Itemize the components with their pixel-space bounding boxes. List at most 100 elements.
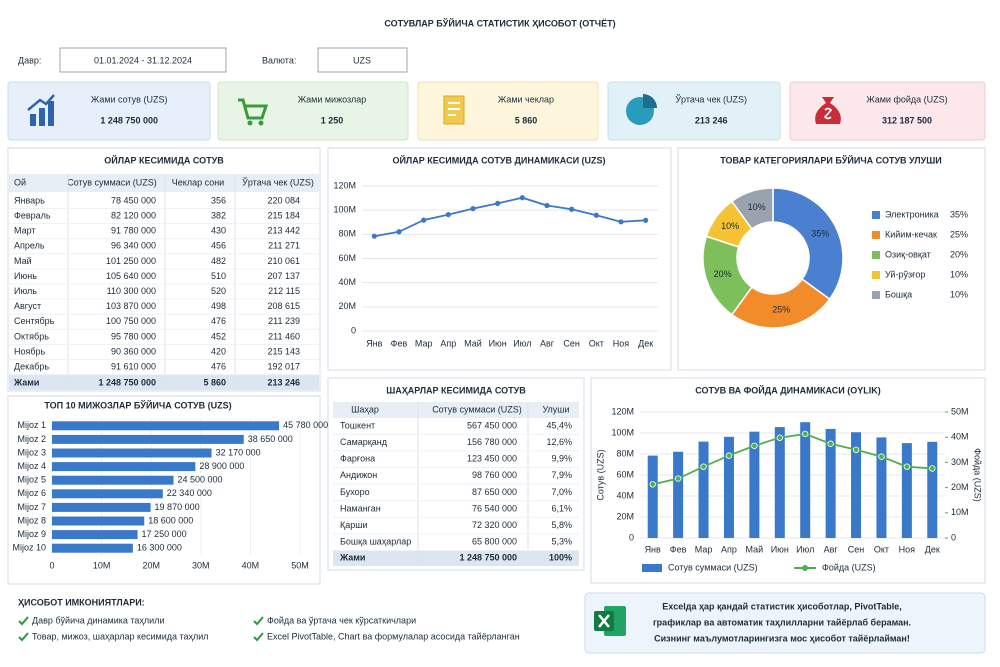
point	[593, 212, 599, 218]
table-cell: 420	[211, 346, 226, 356]
y2-tick-label: 30M	[951, 457, 969, 467]
x-tick-label: 10M	[93, 560, 111, 570]
x-tick-label: 20M	[142, 560, 160, 570]
y-tick-label: 0	[351, 325, 356, 335]
table-cell: Январь	[14, 195, 45, 205]
point	[396, 229, 402, 235]
table-header: Ой	[14, 177, 26, 187]
point	[495, 200, 501, 206]
line	[374, 196, 646, 238]
table-cell: Наманган	[340, 503, 381, 513]
y-tick-label: Mijoz 7	[17, 502, 46, 512]
bar	[52, 462, 196, 472]
x-tick-label: Мар	[695, 544, 713, 554]
y2-tick-label: 20M	[951, 482, 969, 492]
table-cell: 98 760 000	[472, 470, 517, 480]
kpi-label: Жами мижозлар	[298, 94, 367, 104]
x-tick-label: Мар	[415, 338, 433, 348]
currency-box[interactable]	[317, 47, 408, 73]
x-tick-label: Янв	[645, 544, 661, 554]
table-cell: Май	[14, 256, 32, 266]
table-cell: 90 360 000	[111, 346, 156, 356]
point	[827, 440, 834, 447]
kpi-value: 312 187 500	[882, 115, 932, 125]
period-box[interactable]	[59, 47, 227, 73]
chart-title: СОТУВ ВА ФОЙДА ДИНАМИКАСИ (OYLIK)	[695, 384, 881, 395]
kpi-label: Жами фойда (UZS)	[866, 94, 947, 104]
kpi-label: Ўртача чек (UZS)	[675, 93, 747, 104]
table-cell: 510	[211, 271, 226, 281]
table-cell: 211 239	[268, 316, 300, 326]
check-icons	[18, 616, 264, 642]
legend-swatch	[872, 271, 880, 279]
table-header: Сотув суммаси (UZS)	[432, 404, 522, 414]
table-cell: 95 780 000	[111, 331, 156, 341]
table-cell: 215 143	[267, 346, 300, 356]
x-tick-label: Апр	[440, 338, 456, 348]
table-cell: 103 870 000	[106, 301, 156, 311]
point	[878, 453, 885, 460]
point	[445, 211, 451, 218]
point	[751, 442, 758, 449]
table-cell: 12,6%	[546, 437, 572, 447]
table-cell: 356	[211, 195, 226, 205]
table-cell: 215 184	[267, 210, 300, 220]
legend-swatch	[872, 251, 880, 259]
line	[652, 432, 933, 486]
point	[776, 434, 783, 441]
table-cell: Тошкент	[340, 420, 375, 430]
table-cell: 156 780 000	[467, 437, 517, 447]
x-tick-label: Май	[746, 544, 764, 554]
table-cell: 101 250 000	[106, 256, 156, 266]
table-cell: 91 780 000	[111, 226, 156, 236]
point	[569, 206, 575, 212]
y-tick-label: 60M	[338, 253, 356, 263]
bar	[673, 451, 684, 538]
legend-value: 35%	[950, 209, 968, 219]
table-cell: 5,3%	[551, 537, 572, 547]
table-cell: Апрель	[14, 241, 45, 251]
table-cell: Октябрь	[14, 331, 49, 341]
x-tick-label: Дек	[925, 544, 940, 554]
bar	[901, 443, 912, 538]
table-cell: 207 137	[267, 271, 300, 281]
x-tick-label: Авг	[824, 544, 839, 554]
y-tick-label: 40M	[616, 490, 634, 500]
y-tick-label: Mijoz 4	[17, 461, 46, 471]
legend-label: Озиқ-овқат	[885, 249, 931, 259]
kpi-card	[217, 81, 409, 141]
y-tick-label: 20M	[616, 511, 634, 521]
slice-label: 10%	[748, 202, 766, 212]
table-total: 1 248 750 000	[459, 552, 517, 562]
y-tick-label: 120M	[611, 406, 634, 416]
pie-slice	[730, 187, 774, 230]
promo-line: графиклар ва автоматик таҳлилларни тайёр…	[653, 617, 911, 627]
pie-slice	[772, 187, 844, 301]
table-header-bg	[9, 174, 319, 192]
kpi-label: Жами сотув (UZS)	[91, 94, 168, 104]
table-cell: Февраль	[14, 210, 51, 220]
table-cell: 72 320 000	[472, 520, 517, 530]
table-total: 5 860	[203, 377, 226, 387]
bar	[52, 421, 280, 431]
table-cell: Сентябрь	[14, 316, 55, 326]
point	[725, 452, 733, 459]
table-header: Сотув суммаси (UZS)	[67, 177, 157, 187]
y-tick-label: Mijoz 8	[17, 515, 46, 525]
kpi-value: 213 246	[695, 115, 728, 125]
table-cell: Март	[14, 226, 36, 236]
value-label: 24 500 000	[178, 475, 223, 485]
table-header: Ўртача чек (UZS)	[242, 176, 314, 187]
table-cell: Июль	[14, 286, 37, 296]
table-cell: 65 800 000	[472, 537, 517, 547]
x-tick-label: Сен	[848, 544, 865, 554]
x-tick-label: 50M	[291, 560, 309, 570]
promo-line: Excelда ҳар қандай статистик ҳисоботлар,…	[662, 601, 901, 611]
table-cell: 211 460	[268, 331, 300, 341]
y2-tick-label: 50M	[951, 406, 969, 416]
table-cell: 7,9%	[551, 470, 572, 480]
chart-title: ТОП 10 МИЖОЗЛАР БЎЙИЧА СОТУВ (UZS)	[44, 399, 231, 410]
y-tick-label: 0	[629, 532, 634, 542]
table-total: 1 248 750 000	[98, 377, 156, 387]
bar	[52, 434, 244, 444]
